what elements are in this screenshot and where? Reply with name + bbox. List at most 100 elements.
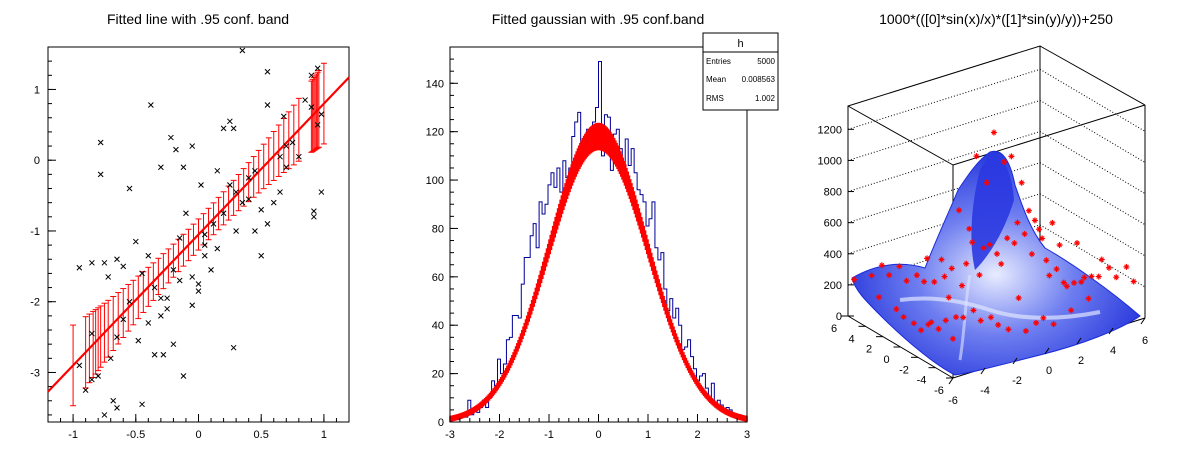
data-point <box>151 351 158 358</box>
p2-xtick-label: 1 <box>645 429 651 441</box>
data-point <box>173 146 179 153</box>
data-point <box>101 412 108 418</box>
data-point <box>82 387 89 394</box>
p2-ytick-label: 20 <box>432 369 444 381</box>
data-point <box>311 208 317 215</box>
data-point <box>135 337 142 344</box>
p2-xtick-label: 2 <box>694 429 700 441</box>
p3-ztick-label: 1200 <box>818 124 842 136</box>
data-point <box>195 281 202 287</box>
p3-ytick-label: 0 <box>883 354 889 366</box>
p1-ytick-label: -3 <box>30 367 40 379</box>
surface-point <box>963 260 970 267</box>
surface-point <box>886 272 893 279</box>
surface-point <box>1098 256 1105 263</box>
data-point <box>114 334 120 340</box>
p3-ytick-label: -6 <box>934 385 944 397</box>
data-point <box>220 125 227 132</box>
surface-point <box>959 282 965 289</box>
data-point <box>289 139 296 146</box>
p3-xtick <box>1140 317 1146 325</box>
p3-ztick-label: 0 <box>836 311 842 323</box>
surface-point <box>935 325 942 332</box>
data-point <box>107 355 114 362</box>
data-point <box>158 295 164 302</box>
p3-xtick-label: 4 <box>1110 345 1116 357</box>
p2-ytick-label: 40 <box>432 320 444 332</box>
surface-point <box>931 278 938 285</box>
surface-point <box>1014 219 1021 226</box>
gaussian-fit-line <box>449 135 748 421</box>
p3-ztick-label: 600 <box>824 218 842 230</box>
data-point <box>160 351 167 358</box>
p3-xtick-label: -4 <box>980 385 990 397</box>
surface-point <box>945 294 952 301</box>
surface-point <box>903 277 910 284</box>
p3-ytick-label: 2 <box>866 344 872 356</box>
surface-point <box>851 276 858 283</box>
p3-xtick <box>980 367 986 375</box>
data-point <box>201 242 208 248</box>
data-point <box>101 259 108 266</box>
surface-point <box>928 319 935 326</box>
p2-xtick-label: -1 <box>544 429 554 441</box>
data-point <box>270 199 277 206</box>
surface-point <box>878 262 885 269</box>
stats-header: h <box>737 38 743 50</box>
panel2-stats-box: h Entries 5000 Mean 0.008563 RMS 1.002 <box>702 32 779 111</box>
p3-ytick-label: 6 <box>831 323 837 335</box>
surface-point <box>948 265 955 272</box>
surface-point <box>1050 321 1057 328</box>
data-point <box>210 221 217 227</box>
surface-point <box>1113 274 1120 281</box>
surface-point <box>995 321 1002 328</box>
p3-xtick <box>1012 357 1018 365</box>
panel1-fit-line <box>47 76 350 393</box>
p1-ytick-label: -1 <box>30 226 40 238</box>
surface-point <box>1060 279 1067 286</box>
p3-xtick <box>948 377 954 385</box>
data-point <box>189 274 196 280</box>
p3-ztick-label: 400 <box>824 249 842 261</box>
surface-point <box>1025 207 1032 214</box>
surface-point <box>1011 240 1018 247</box>
data-point <box>302 97 308 103</box>
p3-xtick-label: -6 <box>948 395 958 407</box>
data-point <box>239 47 246 54</box>
surface-point <box>893 306 900 313</box>
panel2-conf-band <box>449 122 748 422</box>
p2-xtick-label: 3 <box>744 429 750 441</box>
p1-xtick-label: 0.5 <box>254 429 269 441</box>
data-point <box>195 288 202 294</box>
data-point <box>245 196 252 202</box>
data-point <box>239 199 246 206</box>
data-point <box>245 175 252 181</box>
surface-point <box>1018 179 1025 186</box>
p3-gridline <box>1039 224 1146 288</box>
data-point <box>114 404 120 411</box>
p1-xtick-label: -0.5 <box>126 429 145 441</box>
surface-point <box>1001 158 1008 165</box>
surface-point <box>896 263 903 270</box>
surface-point <box>1046 272 1053 279</box>
surface-point <box>868 272 875 279</box>
fit-line <box>47 76 350 393</box>
p3-xtick <box>1044 347 1050 355</box>
data-point <box>227 118 233 125</box>
data-point <box>314 65 321 72</box>
data-point <box>97 171 104 178</box>
data-point <box>76 362 83 369</box>
p3-ztick-label: 1000 <box>818 155 842 167</box>
histogram-outline <box>449 61 748 422</box>
data-point <box>208 267 214 273</box>
data-point <box>230 344 237 351</box>
p3-gridline <box>1039 131 1146 194</box>
p3-xtick-label: 6 <box>1142 335 1148 347</box>
p2-ytick-label: 140 <box>426 78 444 90</box>
stats-label-entries: Entries <box>706 57 731 66</box>
data-point <box>95 373 102 379</box>
p1-xtick-label: 1 <box>321 429 327 441</box>
surface-point <box>910 320 917 327</box>
surface-point <box>998 260 1005 267</box>
surface-point <box>1123 263 1130 270</box>
